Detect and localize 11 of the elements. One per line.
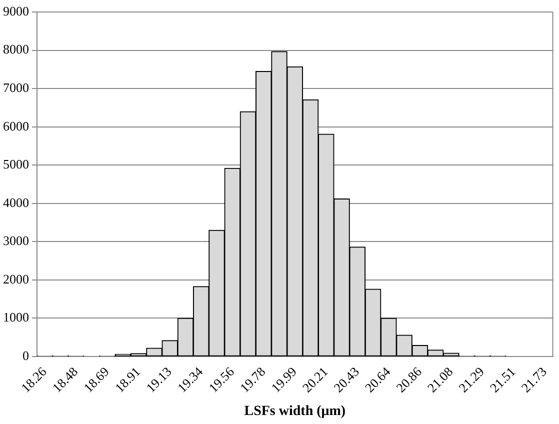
y-tick-label: 5000 bbox=[3, 156, 29, 172]
x-axis-title: LSFs width (μm) bbox=[244, 404, 346, 420]
y-tick-label: 0 bbox=[22, 348, 29, 363]
y-tick-label: 6000 bbox=[3, 118, 29, 134]
y-tick-label: 3000 bbox=[3, 233, 29, 248]
y-tick-label: 2000 bbox=[3, 271, 29, 286]
y-tick-label: 8000 bbox=[3, 42, 29, 57]
y-tick-label: 4000 bbox=[3, 194, 29, 210]
y-tick-label: 9000 bbox=[3, 3, 29, 18]
y-tick-label: 1000 bbox=[3, 310, 29, 325]
y-tick-label: 7000 bbox=[3, 80, 29, 95]
